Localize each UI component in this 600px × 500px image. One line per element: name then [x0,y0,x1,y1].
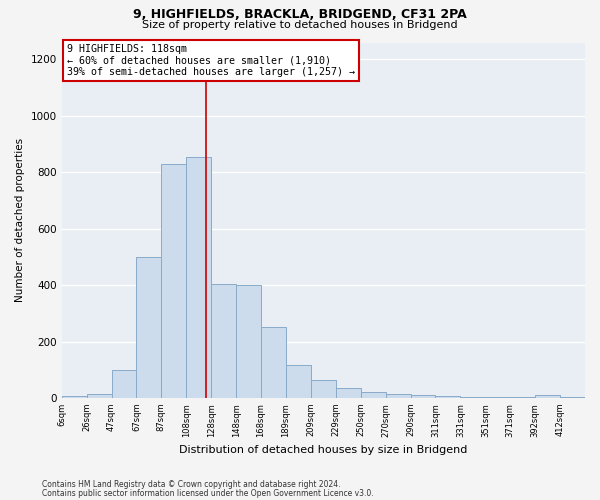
Bar [112,370,136,398]
Bar [386,394,410,398]
Bar [136,257,161,398]
Bar [510,396,535,398]
X-axis label: Distribution of detached houses by size in Bridgend: Distribution of detached houses by size … [179,445,467,455]
Y-axis label: Number of detached properties: Number of detached properties [15,138,25,302]
Bar [361,392,386,398]
Text: 9 HIGHFIELDS: 118sqm
← 60% of detached houses are smaller (1,910)
39% of semi-de: 9 HIGHFIELDS: 118sqm ← 60% of detached h… [67,44,355,78]
Bar [560,396,585,398]
Bar [485,396,510,398]
Bar [436,396,460,398]
Bar [535,395,560,398]
Text: Contains public sector information licensed under the Open Government Licence v3: Contains public sector information licen… [42,488,374,498]
Bar [161,164,186,398]
Text: 9, HIGHFIELDS, BRACKLA, BRIDGEND, CF31 2PA: 9, HIGHFIELDS, BRACKLA, BRIDGEND, CF31 2… [133,8,467,20]
Bar [86,394,112,398]
Text: Size of property relative to detached houses in Bridgend: Size of property relative to detached ho… [142,20,458,30]
Bar [311,380,336,398]
Bar [186,156,211,398]
Bar [261,327,286,398]
Text: Contains HM Land Registry data © Crown copyright and database right 2024.: Contains HM Land Registry data © Crown c… [42,480,341,489]
Bar [286,366,311,398]
Bar [62,396,86,398]
Bar [336,388,361,398]
Bar [211,284,236,398]
Bar [410,395,436,398]
Bar [460,396,485,398]
Bar [236,285,261,398]
